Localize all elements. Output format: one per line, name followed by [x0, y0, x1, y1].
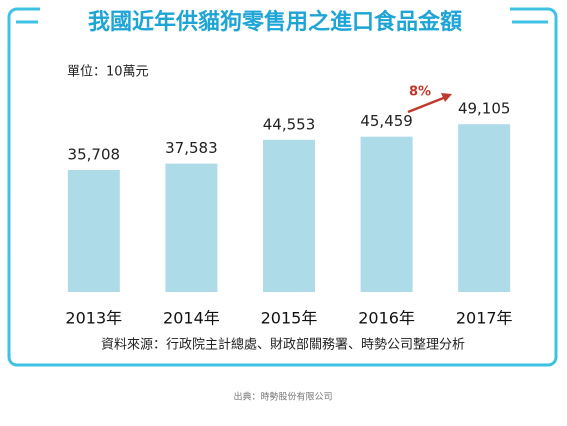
unit-label: 單位：10萬元 — [67, 65, 149, 80]
x-tick-label: 2014年 — [163, 309, 220, 328]
x-tick-label: 2016年 — [358, 309, 415, 328]
value-label: 49,105 — [458, 100, 511, 118]
value-label: 44,553 — [263, 115, 316, 133]
x-tick-label: 2013年 — [65, 309, 122, 328]
source: 資料來源：行政院主計總處、財政部關務署、時勢公司整理分析 — [101, 337, 465, 353]
arrow-head — [441, 93, 452, 102]
caption: 出典：時勢股份有限公司 — [233, 391, 332, 403]
bar — [263, 139, 315, 292]
bar — [165, 163, 218, 292]
x-tick-label: 2015年 — [261, 309, 318, 328]
annotation: 8% — [409, 85, 431, 100]
chart-title: 我國近年供貓狗零售用之進口食品金額 — [88, 9, 462, 35]
value-label: 37,583 — [165, 139, 218, 157]
value-label: 35,708 — [68, 145, 121, 163]
bar — [458, 124, 511, 293]
value-label: 45,459 — [360, 112, 413, 130]
arrow — [407, 95, 447, 114]
bar — [360, 136, 413, 292]
bar — [67, 169, 120, 292]
x-tick-label: 2017年 — [456, 309, 513, 328]
title-backdrop — [40, 6, 510, 40]
